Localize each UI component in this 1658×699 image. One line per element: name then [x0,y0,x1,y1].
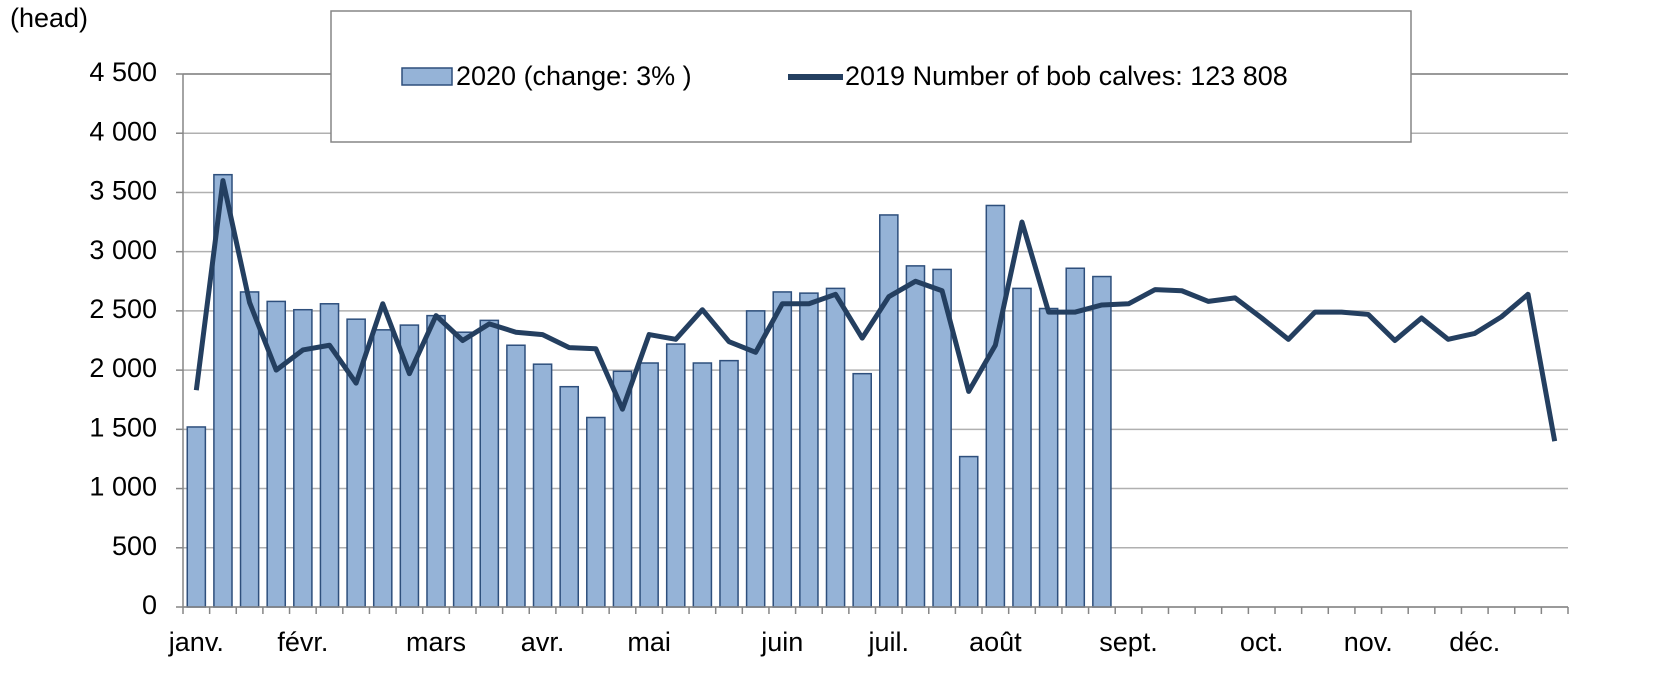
bar [426,314,446,608]
x-tick-label: sept. [1099,627,1158,657]
bar [239,291,260,608]
y-tick-label: 2 000 [89,353,157,383]
y-tick-label: 500 [112,531,157,561]
bar [692,362,713,608]
legend-swatch [401,67,453,86]
bar [958,455,979,608]
bar [905,265,926,608]
y-tick-label: 2 500 [89,294,157,324]
bar [985,204,1006,608]
bar [799,292,819,608]
x-tick-label: juil. [868,627,910,657]
x-tick-label: août [969,627,1022,657]
y-tick-label: 1 500 [89,412,157,442]
bar [506,344,526,608]
x-tick-label: mai [627,627,671,657]
bar [879,214,899,608]
x-tick-label: janv. [168,627,224,657]
y-tick-label: 3 500 [89,176,157,206]
bar [639,362,659,608]
x-tick-label: juin [760,627,803,657]
y-tick-label: 4 500 [89,57,157,87]
legend-box [330,10,1412,143]
bar [372,329,393,608]
bar [452,331,473,608]
x-tick-label: févr. [277,627,328,657]
bar [719,359,739,608]
y-axis-label: (head) [10,3,88,33]
bar [1065,267,1086,608]
bar [745,310,766,608]
bar [186,426,207,608]
y-tick-label: 3 000 [89,235,157,265]
bar [665,343,686,608]
bar [479,319,500,608]
bar [559,385,580,608]
y-tick-label: 1 000 [89,472,157,502]
legend-label: 2019 Number of bob calves: 123 808 [845,61,1288,91]
x-tick-label: déc. [1449,627,1500,657]
y-tick-label: 4 000 [89,116,157,146]
bar [1012,287,1032,608]
bar [852,372,872,608]
bar [772,291,793,608]
x-tick-label: nov. [1344,627,1393,657]
bar [1092,275,1112,608]
line [193,178,1558,442]
legend-label: 2020 (change: 3% ) [456,61,692,91]
bar [825,287,846,608]
bar [1038,307,1059,608]
bar [586,416,606,608]
x-tick-label: avr. [521,627,565,657]
x-tick-label: oct. [1240,627,1284,657]
y-tick-label: 0 [142,590,157,620]
bar [532,363,553,608]
x-tick-label: mars [406,627,466,657]
